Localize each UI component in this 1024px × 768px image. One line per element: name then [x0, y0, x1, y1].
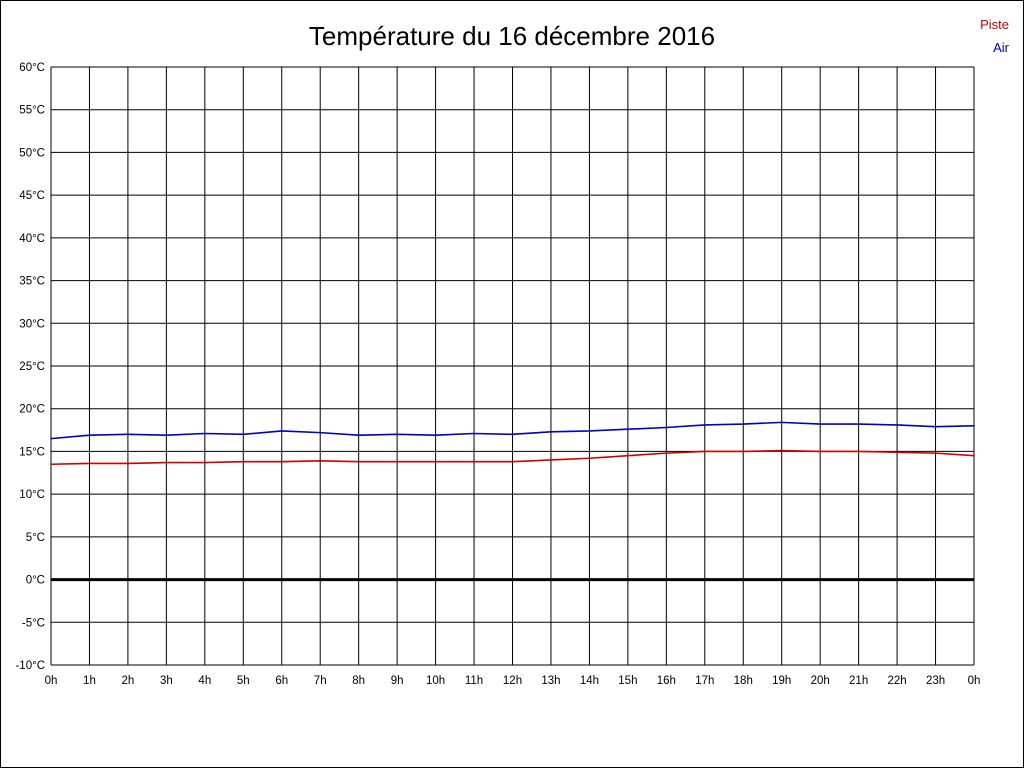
- x-tick-label: 17h: [695, 675, 714, 687]
- y-tick-label: 55°C: [19, 105, 45, 117]
- legend-label-air: Air: [993, 40, 1009, 55]
- y-tick-label: 60°C: [19, 62, 45, 74]
- x-tick-label: 15h: [618, 675, 637, 687]
- y-tick-label: 30°C: [19, 318, 45, 330]
- y-tick-label: 35°C: [19, 276, 45, 288]
- y-tick-label: 0°C: [26, 575, 45, 587]
- x-tick-label: 12h: [503, 675, 522, 687]
- x-tick-label: 7h: [314, 675, 327, 687]
- x-tick-label: 21h: [849, 675, 868, 687]
- y-tick-label: -5°C: [22, 617, 45, 629]
- x-tick-label: 1h: [83, 675, 96, 687]
- x-tick-label: 20h: [811, 675, 830, 687]
- x-tick-label: 13h: [541, 675, 560, 687]
- x-tick-label: 0h: [968, 675, 981, 687]
- x-tick-label: 22h: [887, 675, 906, 687]
- x-tick-label: 9h: [391, 675, 404, 687]
- y-tick-label: 40°C: [19, 233, 45, 245]
- x-tick-label: 6h: [275, 675, 288, 687]
- x-tick-label: 8h: [352, 675, 365, 687]
- y-tick-label: 20°C: [19, 404, 45, 416]
- x-tick-label: 5h: [237, 675, 250, 687]
- y-tick-label: 45°C: [19, 190, 45, 202]
- y-tick-label: -10°C: [15, 660, 45, 672]
- y-tick-label: 5°C: [26, 532, 45, 544]
- y-tick-label: 10°C: [19, 489, 45, 501]
- legend-item-piste: Piste: [980, 13, 1009, 36]
- x-tick-label: 14h: [580, 675, 599, 687]
- x-tick-label: 16h: [657, 675, 676, 687]
- x-tick-label: 4h: [198, 675, 211, 687]
- x-tick-label: 3h: [160, 675, 173, 687]
- legend-label-piste: Piste: [980, 17, 1009, 32]
- series-line-air: [50, 421, 975, 440]
- x-tick-label: 0h: [45, 675, 58, 687]
- x-tick-label: 10h: [426, 675, 445, 687]
- legend: Piste Air: [980, 13, 1009, 59]
- x-tick-label: 2h: [122, 675, 135, 687]
- x-tick-label: 23h: [926, 675, 945, 687]
- y-tick-label: 50°C: [19, 147, 45, 159]
- x-tick-label: 19h: [772, 675, 791, 687]
- chart-title: Température du 16 décembre 2016: [308, 21, 716, 51]
- x-tick-label: 11h: [465, 675, 483, 687]
- y-tick-label: 15°C: [19, 446, 45, 458]
- y-tick-label: 25°C: [19, 361, 45, 373]
- legend-item-air: Air: [980, 36, 1009, 59]
- series-line-piste: [50, 449, 975, 466]
- x-tick-label: 18h: [734, 675, 753, 687]
